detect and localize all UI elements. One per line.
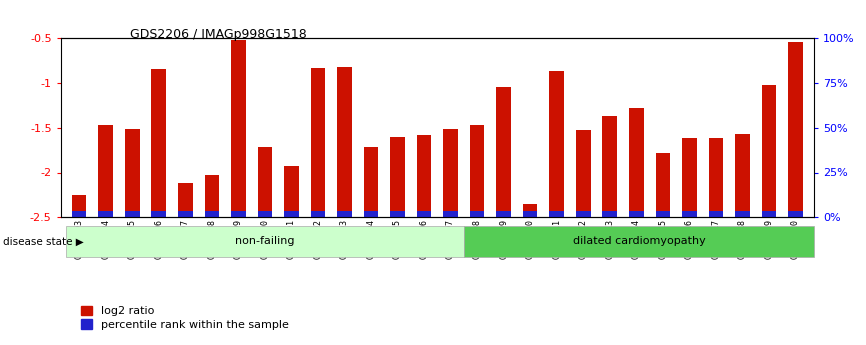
Bar [311,68,326,217]
Text: non-failing: non-failing [236,237,294,246]
Bar [66,226,464,257]
Bar [682,211,696,217]
Bar [204,175,219,217]
Bar [204,211,219,217]
Bar [125,211,139,217]
Bar [788,211,803,217]
Bar [72,195,87,217]
Bar [391,211,404,217]
Bar [603,116,617,217]
Bar [178,183,192,217]
Bar [523,211,538,217]
Bar [576,211,591,217]
Bar [708,211,723,217]
Bar [152,69,166,217]
Bar [99,211,113,217]
Legend: log2 ratio, percentile rank within the sample: log2 ratio, percentile rank within the s… [81,306,289,330]
Bar [337,211,352,217]
Bar [417,135,431,217]
Bar [178,211,192,217]
Bar [284,166,299,217]
Text: dilated cardiomyopathy: dilated cardiomyopathy [572,237,705,246]
Bar [443,211,458,217]
Bar [682,138,696,217]
Bar [603,211,617,217]
Bar [364,147,378,217]
Bar [629,211,643,217]
Bar [125,129,139,217]
Bar [656,211,670,217]
Bar [549,71,564,217]
Bar [443,129,458,217]
Bar [735,134,750,217]
Bar [337,67,352,217]
Bar [708,138,723,217]
Bar [99,125,113,217]
Bar [464,226,814,257]
Bar [496,87,511,217]
Bar [311,211,326,217]
Bar [284,211,299,217]
Bar [231,40,246,217]
Bar [761,211,776,217]
Bar [788,42,803,217]
Bar [470,125,484,217]
Text: disease state ▶: disease state ▶ [3,237,83,246]
Bar [656,153,670,217]
Bar [257,211,272,217]
Bar [496,211,511,217]
Bar [735,211,750,217]
Bar [470,211,484,217]
Bar [364,211,378,217]
Bar [391,137,404,217]
Bar [549,211,564,217]
Bar [72,211,87,217]
Bar [417,211,431,217]
Bar [523,204,538,217]
Bar [257,147,272,217]
Bar [576,130,591,217]
Bar [761,85,776,217]
Bar [629,108,643,217]
Bar [152,211,166,217]
Bar [231,211,246,217]
Text: GDS2206 / IMAGp998G1518: GDS2206 / IMAGp998G1518 [130,28,307,41]
